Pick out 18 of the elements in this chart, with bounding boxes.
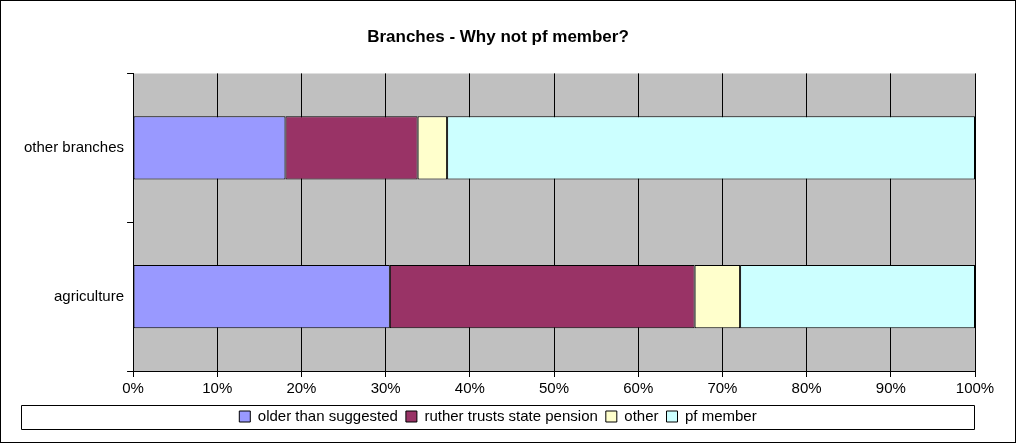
legend-label: older than suggested [257,406,398,424]
legend-label: ruther trusts state pension [424,406,598,424]
chart-title: Branches - Why not pf member? [367,26,629,46]
x-tick-label: 100% [955,379,995,397]
x-tick-label: 80% [791,379,822,397]
legend-label: other [624,406,659,424]
x-tick-label: 70% [707,379,738,397]
x-tick-label: 60% [623,379,654,397]
x-tick-label: 40% [454,379,485,397]
x-tick-label: 90% [875,379,906,397]
x-tick-label: 0% [122,379,144,397]
x-tick-label: 50% [539,379,570,397]
x-tick-label: 30% [370,379,401,397]
x-tick-label: 10% [202,379,233,397]
x-tick-label: 20% [286,379,317,397]
legend-label: pf member [685,406,757,424]
y-tick-label: agriculture [54,286,125,304]
y-tick-label: other branches [23,137,125,155]
